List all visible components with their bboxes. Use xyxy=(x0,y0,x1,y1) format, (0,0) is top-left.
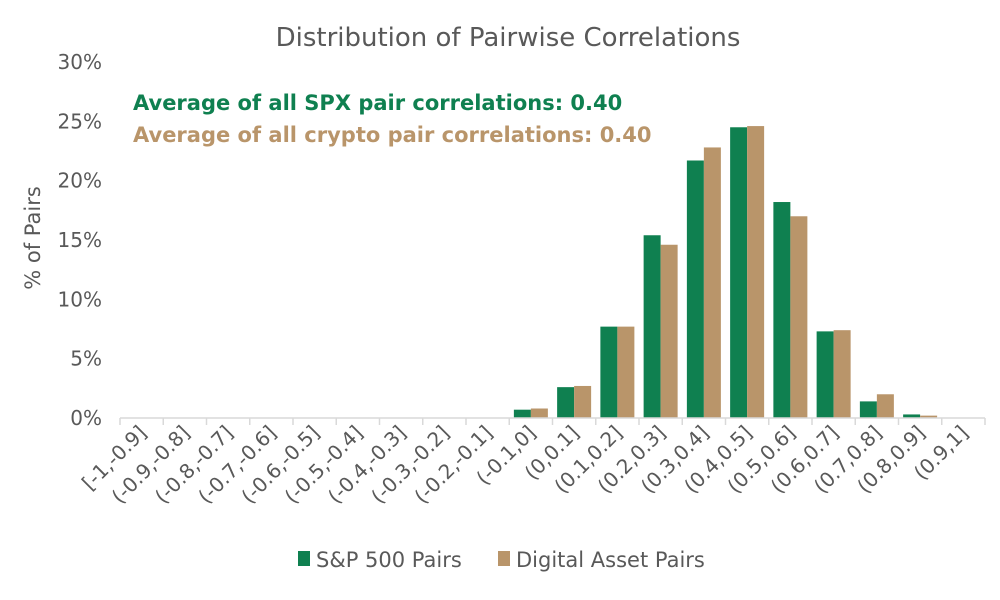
bar-digital-asset xyxy=(876,394,894,418)
bar-digital-asset xyxy=(617,326,635,418)
y-tick-label: 25% xyxy=(58,109,102,133)
legend-swatch-digital-asset xyxy=(498,551,510,566)
y-tick-label: 20% xyxy=(58,169,102,193)
bar-sp500 xyxy=(816,331,834,418)
legend-label-sp500: S&P 500 Pairs xyxy=(316,548,462,572)
annotation-spx-average: Average of all SPX pair correlations: 0.… xyxy=(133,91,622,115)
y-tick-label: 10% xyxy=(58,287,102,311)
y-tick-label: 30% xyxy=(58,50,102,74)
bar-sp500 xyxy=(773,202,791,418)
y-axis-label: % of Pairs xyxy=(21,186,45,290)
bar-digital-asset xyxy=(833,330,851,418)
bar-digital-asset xyxy=(574,385,592,418)
bar-digital-asset xyxy=(790,216,808,418)
legend-swatch-sp500 xyxy=(298,551,310,566)
y-tick-label: 15% xyxy=(58,228,102,252)
bar-sp500 xyxy=(686,160,704,418)
legend: S&P 500 Pairs Digital Asset Pairs xyxy=(298,548,705,572)
bar-sp500 xyxy=(859,401,877,418)
bar-sp500 xyxy=(730,127,748,419)
legend-label-digital-asset: Digital Asset Pairs xyxy=(516,548,705,572)
bar-digital-asset xyxy=(660,244,678,418)
bar-sp500 xyxy=(513,409,531,418)
y-tick-label: 5% xyxy=(70,347,102,371)
bar-digital-asset xyxy=(530,408,548,418)
bars xyxy=(513,126,938,419)
bar-sp500 xyxy=(903,414,921,418)
y-tick-label: 0% xyxy=(70,406,102,430)
annotation-crypto-average: Average of all crypto pair correlations:… xyxy=(133,123,652,147)
x-axis: [-1,-0.9](-0.9,-0.8](-0.8,-0.7](-0.7,-0.… xyxy=(77,418,986,508)
y-axis: 0% 5% 10% 15% 20% 25% 30% xyxy=(58,50,102,430)
bar-digital-asset xyxy=(703,147,721,418)
bar-sp500 xyxy=(643,235,661,418)
bar-digital-asset xyxy=(920,415,938,418)
chart-title: Distribution of Pairwise Correlations xyxy=(276,23,741,53)
bar-digital-asset xyxy=(747,126,765,418)
bar-sp500 xyxy=(600,326,618,418)
bar-sp500 xyxy=(557,387,575,418)
